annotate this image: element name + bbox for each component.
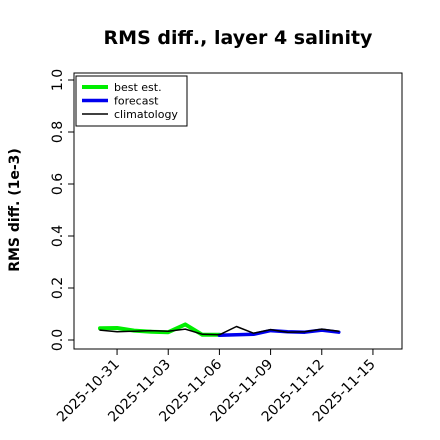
legend-label: best est.: [114, 81, 162, 94]
x-axis: 2025-10-312025-11-032025-11-062025-11-09…: [54, 349, 379, 425]
series-layer: [98, 322, 341, 338]
legend-label: forecast: [114, 94, 159, 107]
y-tick-label: 0.6: [50, 173, 66, 195]
y-tick-label: 0.4: [50, 225, 66, 247]
y-tick-label: 0.0: [50, 329, 66, 351]
plot-area: [73, 72, 403, 350]
y-tick-label: 1.0: [50, 69, 66, 91]
y-tick-label: 0.8: [50, 121, 66, 143]
chart-title: RMS diff., layer 4 salinity: [104, 27, 374, 49]
series-line-climatology: [99, 325, 340, 336]
legend-label: climatology: [114, 108, 178, 121]
y-axis-label: RMS diff. (1e-3): [7, 148, 23, 272]
y-axis: 0.0 0.2 0.4 0.6 0.8 1.0: [50, 69, 74, 351]
y-tick-label: 0.2: [50, 277, 66, 299]
